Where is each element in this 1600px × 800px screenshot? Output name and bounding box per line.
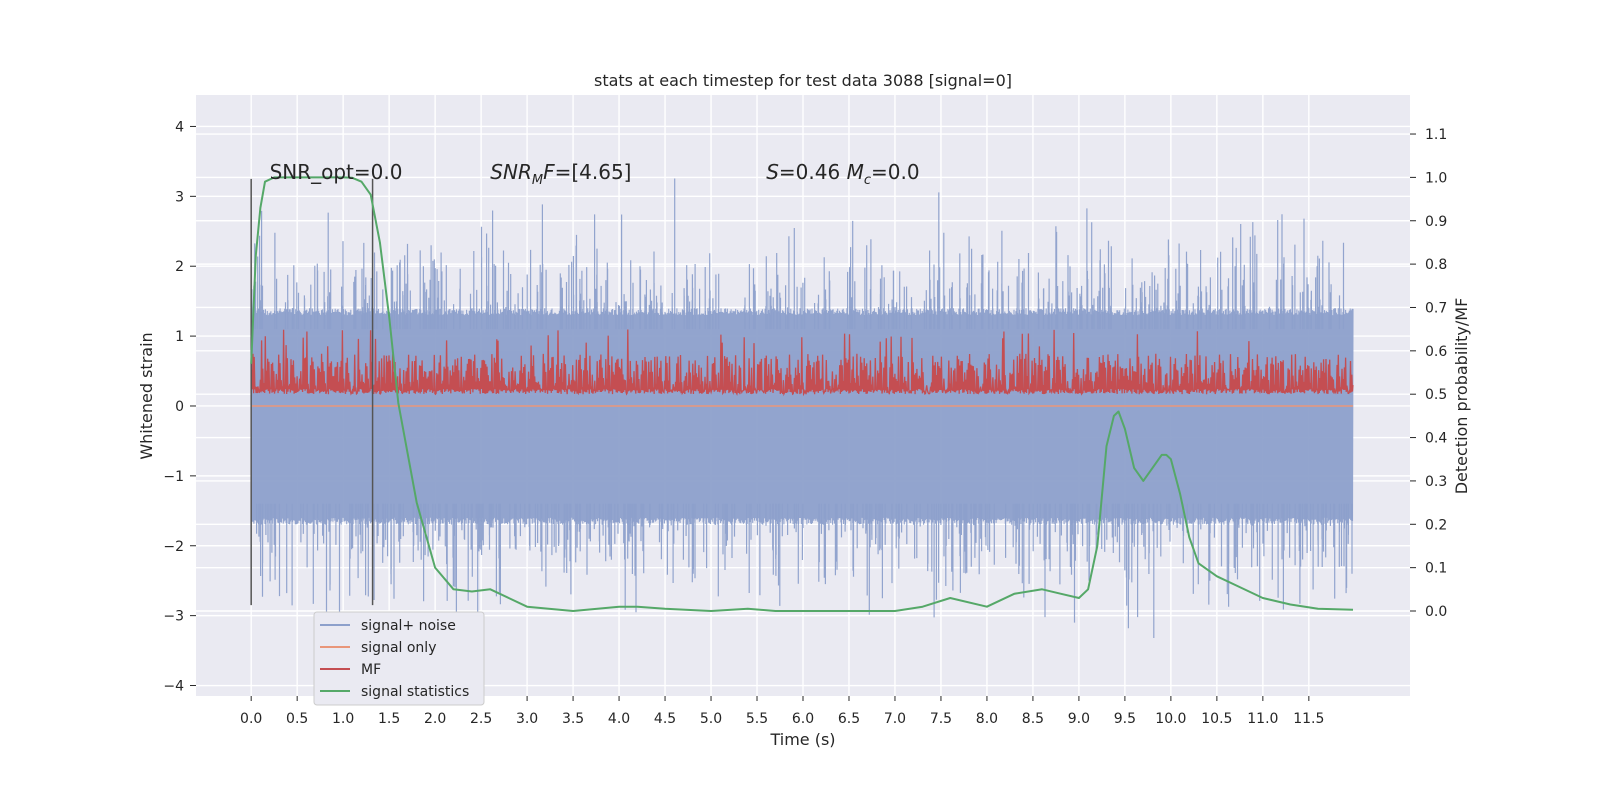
- annotations: SNR_opt=0.0 SNRMF=[4.65] S=0.46 Mc=0.0: [270, 160, 920, 188]
- x-tick-label: 11.5: [1293, 711, 1324, 727]
- y-tick-label: −3: [163, 609, 184, 625]
- legend: signal+ noise signal only MF signal statist…: [313, 611, 485, 706]
- annotation-snr-opt: SNR_opt=0.0: [270, 160, 403, 184]
- series-signal-noise: [250, 178, 1354, 638]
- y2-tick-label: 0.1: [1425, 561, 1447, 577]
- legend-entry: signal statistics: [361, 684, 469, 700]
- y-tick-label: −1: [163, 469, 184, 485]
- y-tick-label: 4: [175, 119, 184, 135]
- y-tick-label: 2: [175, 259, 184, 275]
- x-tick-label: 0.5: [286, 711, 308, 727]
- x-tick-label: 10.0: [1155, 711, 1186, 727]
- y-tick-label: 1: [175, 329, 184, 345]
- chart-title: stats at each timestep for test data 308…: [594, 71, 1012, 90]
- signal-statistics-line: [250, 176, 1354, 612]
- x-tick-label: 0.0: [240, 711, 262, 727]
- legend-entry: signal+ noise: [361, 618, 456, 634]
- y2-tick-label: 0.9: [1425, 214, 1447, 230]
- x-tick-label: 7.0: [884, 711, 906, 727]
- x-tick-label: 10.5: [1201, 711, 1232, 727]
- y2-tick-label: 0.8: [1425, 257, 1447, 273]
- y2-tick-label: 1.1: [1425, 127, 1447, 143]
- y2-tick-label: 0.7: [1425, 300, 1447, 316]
- axes: 0.0 0.5 1.0 1.5 2.0 2.5 3.0 3.5 4.0 4.5 5.0 5.5 6.0 6…: [163, 119, 1447, 727]
- x-axis-label: Time (s): [769, 730, 835, 749]
- y2-tick-label: 0.6: [1425, 344, 1447, 360]
- signal-noise-line: [250, 308, 1354, 525]
- y2-tick-label: 0.3: [1425, 474, 1447, 490]
- annotation-snr-mf: SNRMF=[4.65]: [490, 160, 631, 188]
- y2-tick-label: 0.4: [1425, 431, 1447, 447]
- x-tick-label: 5.0: [700, 711, 722, 727]
- x-tick-label: 9.0: [1068, 711, 1090, 727]
- y-tick-label: 3: [175, 189, 184, 205]
- x-tick-label: 3.0: [516, 711, 538, 727]
- x-tick-label: 6.0: [792, 711, 814, 727]
- mf-line: [250, 329, 1354, 397]
- y-axis-label: Whitened strain: [137, 332, 156, 459]
- annotation-s-mc: S=0.46 Mc=0.0: [766, 160, 919, 188]
- vertical-markers: [250, 178, 374, 606]
- y-tick-label: −2: [163, 539, 184, 555]
- y2-axis-label: Detection probability/MF: [1452, 298, 1471, 495]
- legend-entry: MF: [361, 662, 381, 678]
- y2-tick-label: 0.0: [1425, 604, 1447, 620]
- x-tick-label: 2.5: [470, 711, 492, 727]
- series-signal-statistics: [250, 176, 1354, 612]
- y-tick-label: −4: [163, 679, 184, 695]
- x-tick-label: 8.0: [976, 711, 998, 727]
- x-tick-label: 11.0: [1247, 711, 1278, 727]
- x-tick-label: 1.5: [378, 711, 400, 727]
- x-tick-label: 4.5: [654, 711, 676, 727]
- x-tick-label: 1.0: [332, 711, 354, 727]
- y2-tick-label: 0.2: [1425, 517, 1447, 533]
- x-tick-label: 4.0: [608, 711, 630, 727]
- y2-tick-label: 1.0: [1425, 170, 1447, 186]
- series-mf: [250, 329, 1354, 397]
- x-tick-label: 6.5: [838, 711, 860, 727]
- x-tick-label: 9.5: [1114, 711, 1136, 727]
- x-tick-label: 7.5: [930, 711, 952, 727]
- signal-noise-spikes: [251, 178, 1353, 638]
- x-tick-label: 5.5: [746, 711, 768, 727]
- x-tick-label: 2.0: [424, 711, 446, 727]
- legend-entry: signal only: [361, 640, 436, 656]
- x-tick-label: 8.5: [1022, 711, 1044, 727]
- y-tick-label: 0: [175, 399, 184, 415]
- x-tick-label: 3.5: [562, 711, 584, 727]
- legend-box: [313, 611, 485, 706]
- y2-tick-label: 0.5: [1425, 387, 1447, 403]
